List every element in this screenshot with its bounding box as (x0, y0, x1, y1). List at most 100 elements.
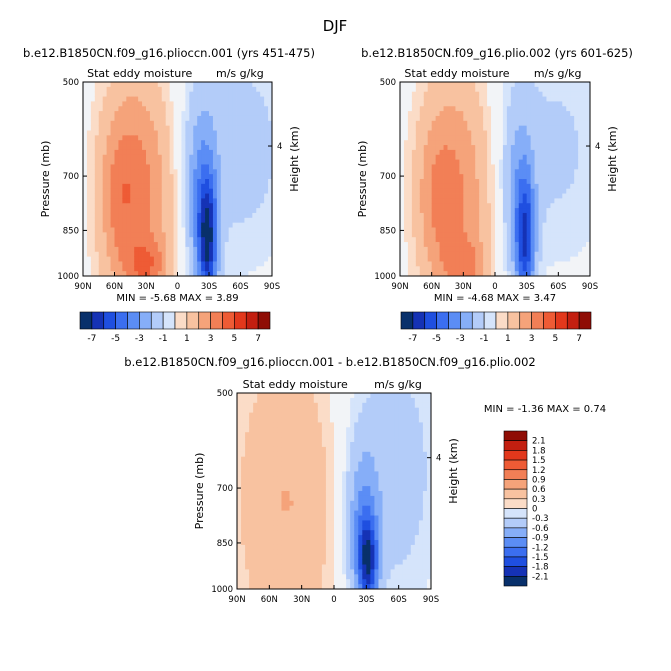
heatmap-cell (224, 101, 230, 107)
heatmap-cell (334, 461, 339, 467)
heatmap-cell (181, 188, 186, 194)
heatmap-cell (245, 481, 250, 487)
heatmap-cell (83, 106, 88, 112)
heatmap-cell (578, 174, 583, 180)
heatmap-cell (257, 412, 262, 418)
heatmap-cell (435, 164, 440, 170)
heatmap-cell (297, 393, 303, 399)
heatmap-cell (463, 188, 468, 194)
heatmap-cell (455, 159, 460, 165)
heatmap-cell (157, 242, 163, 248)
heatmap-cell (197, 208, 202, 214)
heatmap-cell (205, 145, 210, 151)
heatmap-cell (439, 91, 444, 97)
heatmap-cell (165, 96, 171, 102)
heatmap-cell (236, 174, 241, 180)
heatmap-cell (338, 451, 343, 458)
heatmap-cell (338, 407, 343, 413)
heatmap-cell (506, 242, 512, 248)
heatmap-cell (237, 476, 242, 482)
heatmap-cell (471, 193, 476, 199)
heatmap-cell (586, 125, 591, 131)
top-left-panel-title: b.e12.B1850CN.f09_g16.plioccn.001 (yrs 4… (23, 46, 315, 60)
heatmap-cell (90, 232, 96, 238)
heatmap-cell (277, 407, 282, 413)
heatmap-cell (502, 237, 508, 243)
heatmap-cell (586, 91, 591, 97)
heatmap-cell (252, 154, 257, 160)
heatmap-cell (403, 86, 409, 93)
heatmap-cell (106, 91, 111, 97)
heatmap-cell (134, 242, 139, 248)
heatmap-cell (451, 208, 456, 214)
heatmap-cell (491, 115, 496, 122)
heatmap-cell (329, 471, 335, 477)
heatmap-cell (281, 549, 286, 556)
heatmap-cell (334, 393, 339, 399)
heatmap-cell (256, 140, 261, 146)
heatmap-cell (471, 145, 476, 151)
heatmap-cell (471, 149, 476, 156)
heatmap-cell (177, 227, 182, 233)
heatmap-cell (431, 91, 437, 97)
heatmap-cell (427, 242, 433, 248)
heatmap-cell (114, 164, 119, 170)
heatmap-cell (205, 256, 210, 262)
legend-swatch (507, 311, 521, 330)
heatmap-cell (403, 159, 409, 165)
heatmap-cell (538, 217, 543, 224)
heatmap-cell (514, 261, 520, 267)
heatmap-cell (281, 569, 286, 575)
heatmap-cell (407, 208, 413, 214)
heatmap-cell (325, 574, 331, 580)
heatmap-cell (522, 222, 528, 228)
heatmap-cell (427, 125, 433, 131)
heatmap-cell (232, 101, 237, 107)
heatmap-cell (146, 198, 151, 204)
heatmap-cell (546, 82, 551, 88)
heatmap-cell (228, 256, 234, 262)
heatmap-cell (558, 174, 563, 180)
heatmap-cell (177, 125, 182, 131)
heatmap-cell (483, 164, 488, 170)
heatmap-cell (570, 266, 575, 272)
heatmap-cell (161, 154, 167, 160)
heatmap-cell (244, 159, 249, 165)
heatmap-cell (237, 535, 242, 541)
heatmap-cell (268, 115, 273, 122)
heatmap-cell (305, 422, 311, 428)
heatmap-cell (281, 559, 286, 565)
heatmap-cell (463, 120, 468, 127)
heatmap-cell (277, 520, 282, 526)
heatmap-cell (253, 422, 258, 428)
heatmap-cell (479, 130, 484, 136)
heatmap-cell (240, 237, 245, 243)
heatmap-cell (130, 130, 135, 136)
y-tick-label: 500 (63, 78, 79, 88)
heatmap-cell (459, 261, 464, 267)
heatmap-cell (415, 271, 421, 277)
heatmap-cell (403, 149, 409, 156)
heatmap-cell (510, 140, 516, 146)
heatmap-cell (483, 130, 488, 136)
legend-swatch (139, 311, 152, 330)
heatmap-cell (232, 135, 237, 141)
heatmap-cell (165, 232, 171, 238)
heatmap-cell (228, 164, 234, 170)
heatmap-cell (317, 393, 323, 399)
heatmap-cell (118, 232, 123, 238)
heatmap-cell (86, 101, 92, 107)
heatmap-cell (483, 86, 488, 93)
heatmap-cell (257, 540, 262, 546)
heatmap-cell (153, 154, 159, 160)
heatmap-cell (407, 261, 413, 267)
heatmap-cell (193, 130, 198, 136)
heatmap-cell (256, 135, 261, 141)
heatmap-cell (209, 251, 214, 257)
heatmap-cell (122, 232, 127, 238)
heatmap-cell (498, 164, 504, 170)
heatmap-cell (582, 212, 587, 219)
heatmap-cell (407, 111, 413, 117)
heatmap-cell (491, 242, 496, 248)
heatmap-cell (554, 140, 559, 146)
